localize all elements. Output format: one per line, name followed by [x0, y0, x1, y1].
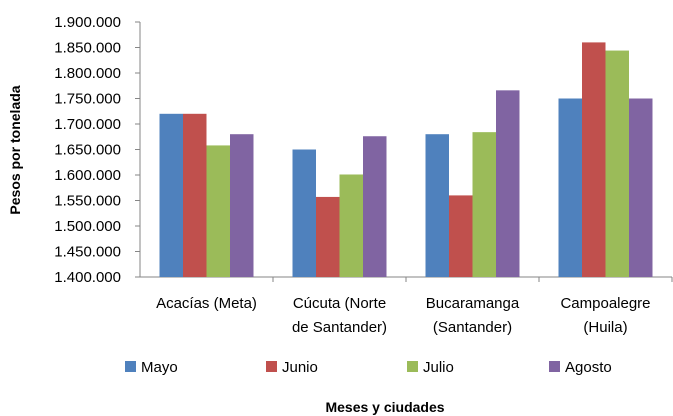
- bar-mayo: [159, 113, 183, 277]
- x-category-label: Acacías (Meta): [156, 295, 257, 312]
- bar-mayo: [425, 134, 449, 277]
- bar-junio: [183, 113, 207, 277]
- y-axis-tick-labels: 1.400.000 1.450.000 1.500.000 1.550.000 1.60…: [54, 14, 121, 286]
- legend-swatch-junio: [266, 361, 277, 372]
- x-axis-category-labels: Acacías (Meta) Cúcuta (Norte de Santander)…: [156, 295, 650, 336]
- x-axis-title: Meses y ciudades: [325, 399, 444, 415]
- y-tick-label: 1.550.000: [54, 193, 121, 210]
- bar-julio: [605, 50, 629, 278]
- bar-agosto: [363, 136, 387, 277]
- bar-junio: [316, 196, 340, 277]
- legend-swatch-agosto: [549, 361, 560, 372]
- bar-agosto: [496, 90, 520, 277]
- bar-julio: [472, 132, 496, 277]
- y-axis-title: Pesos por tonelada: [7, 85, 23, 214]
- bars: [159, 42, 653, 278]
- legend-label-agosto: Agosto: [565, 359, 612, 376]
- x-category-label: de Santander): [292, 319, 387, 336]
- y-tick-label: 1.400.000: [54, 269, 121, 286]
- legend-label-mayo: Mayo: [141, 359, 178, 376]
- legend-swatch-julio: [407, 361, 418, 372]
- bar-julio: [339, 174, 363, 277]
- y-tick-label: 1.750.000: [54, 91, 121, 108]
- x-category-label: Bucaramanga: [426, 295, 520, 312]
- y-tick-label: 1.600.000: [54, 167, 121, 184]
- x-category-label: Campoalegre: [560, 295, 650, 312]
- bar-junio: [449, 195, 473, 277]
- y-tick-label: 1.900.000: [54, 14, 121, 31]
- bar-mayo: [292, 149, 316, 277]
- y-tick-label: 1.450.000: [54, 244, 121, 261]
- legend-label-junio: Junio: [282, 359, 318, 376]
- legend-swatch-mayo: [125, 361, 136, 372]
- x-category-label: (Santander): [433, 319, 512, 336]
- legend: Mayo Junio Julio Agosto: [125, 359, 612, 376]
- bar-mayo: [558, 98, 582, 277]
- y-tick-label: 1.850.000: [54, 40, 121, 57]
- bar-julio: [206, 145, 230, 277]
- y-tick-label: 1.800.000: [54, 65, 121, 82]
- x-category-label: (Huila): [583, 319, 627, 336]
- y-tick-label: 1.500.000: [54, 218, 121, 235]
- x-category-label: Cúcuta (Norte: [293, 295, 386, 312]
- bar-junio: [582, 42, 606, 278]
- legend-label-julio: Julio: [423, 359, 454, 376]
- bar-agosto: [629, 98, 653, 277]
- bar-agosto: [230, 134, 254, 277]
- y-tick-label: 1.650.000: [54, 142, 121, 159]
- y-tick-label: 1.700.000: [54, 116, 121, 133]
